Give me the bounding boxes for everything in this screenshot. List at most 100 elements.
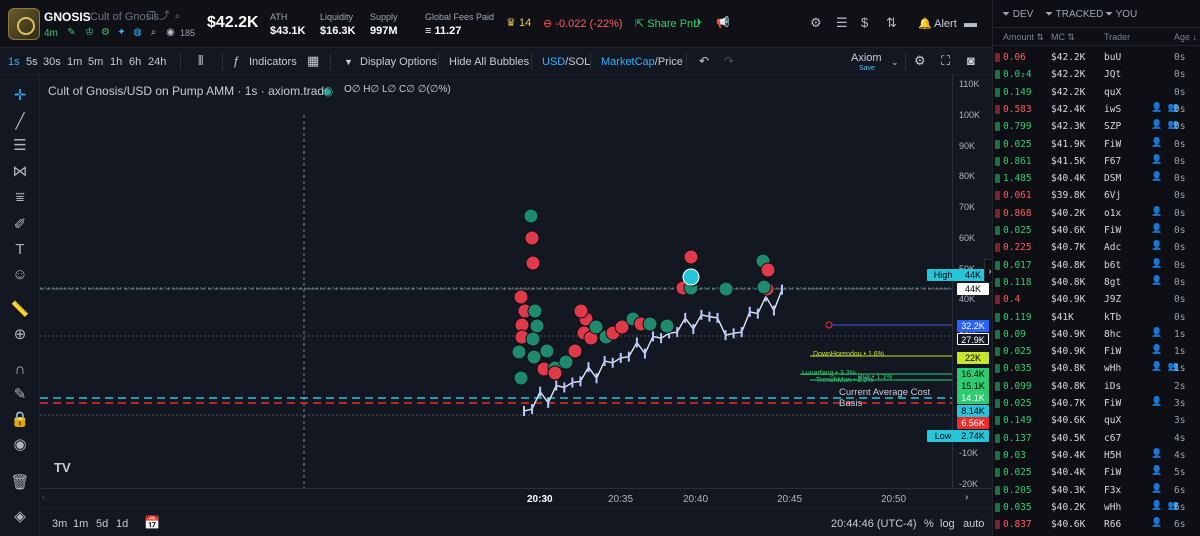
trade-row[interactable]: 0.035 $40.8K wHh 👤 👥 1s <box>993 360 1200 377</box>
trade-bubble[interactable] <box>539 343 555 359</box>
trade-bubble[interactable] <box>513 370 529 386</box>
trade-bubble[interactable] <box>588 319 604 335</box>
trade-trader[interactable]: FiW <box>1104 346 1122 358</box>
trade-bubble[interactable] <box>524 230 540 246</box>
trade-trader[interactable]: 8gt <box>1104 276 1122 288</box>
trade-row[interactable]: 0.837 $40.6K R66 👤 6s <box>993 516 1200 533</box>
dev-icon[interactable]: ✎ <box>67 27 76 38</box>
trade-row[interactable]: 0.861 $41.5K F67 👤 0s <box>993 153 1200 170</box>
timeframe-30s[interactable]: 30s <box>43 56 61 68</box>
trade-row[interactable]: 0.868 $40.2K o1x 👤 0s <box>993 205 1200 222</box>
scroll-right-icon[interactable]: › <box>965 492 969 503</box>
alert-button[interactable]: 🔔 Alert <box>918 17 957 30</box>
pitchfork-icon[interactable]: ⋈ <box>12 163 28 180</box>
trade-trader[interactable]: FiW <box>1104 467 1122 479</box>
time-axis[interactable]: ‹ 20:30 20:35 20:40 20:45 20:50 › <box>40 488 992 508</box>
trade-trader[interactable]: o1x <box>1104 207 1122 219</box>
timeframe-5m[interactable]: 5m <box>88 56 104 68</box>
tab-dev[interactable]: ⏷ DEV <box>1002 9 1033 20</box>
trade-bubble[interactable] <box>525 331 541 347</box>
camera-icon[interactable]: ◙ <box>967 53 975 68</box>
timeframe-1m[interactable]: 1m <box>67 56 83 68</box>
trade-row[interactable]: 1.485 $40.4K DSM 👤 0s <box>993 170 1200 187</box>
display-options-button[interactable]: Display Options <box>360 56 438 68</box>
share-pnl-button[interactable]: ⇱ Share PnL <box>635 17 699 30</box>
trade-row[interactable]: 0.149 $42.2K quX 0s <box>993 84 1200 101</box>
trade-row[interactable]: 0.583 $42.4K iwS 👤 👥 0s <box>993 101 1200 118</box>
trade-trader[interactable]: iwS <box>1104 103 1122 115</box>
trade-row[interactable]: 0.061 $39.8K 6Vj 0s <box>993 187 1200 204</box>
trade-bubble[interactable] <box>558 354 574 370</box>
trade-trader[interactable]: c67 <box>1104 432 1122 444</box>
trade-row[interactable]: 0.06 $42.2K buU 0s <box>993 49 1200 66</box>
trade-trader[interactable]: quX <box>1104 415 1122 427</box>
website-icon[interactable]: ◍ <box>133 27 142 38</box>
fib-icon[interactable]: ⩸ <box>15 189 25 206</box>
trade-row[interactable]: 0.035 $40.2K wHh 👤 👥 6s <box>993 499 1200 516</box>
trade-bubble[interactable] <box>526 349 542 365</box>
trash-icon[interactable]: 🗑 <box>10 474 30 491</box>
search-token-icon[interactable]: ⌕ <box>150 27 157 38</box>
trade-row[interactable]: 0.025 $41.9K FiW 👤 0s <box>993 136 1200 153</box>
trade-row[interactable]: 0.205 $40.3K F3x 👤 6s <box>993 482 1200 499</box>
trade-row[interactable]: 0.137 $40.5K c67 4s <box>993 430 1200 447</box>
trade-row[interactable]: 0.0₂4 $42.2K JQt 0s <box>993 66 1200 83</box>
trade-trader[interactable]: Adc <box>1104 242 1122 254</box>
tab-tracked[interactable]: ⏷ TRACKED <box>1045 9 1103 20</box>
emoji-icon[interactable]: ☺ <box>12 266 28 283</box>
robot-icon[interactable]: ⚙ <box>101 27 110 38</box>
tradingview-logo-icon[interactable]: TV <box>54 460 71 475</box>
col-mc[interactable]: MC ⇅ <box>1051 32 1075 43</box>
col-amount[interactable]: Amount ⇅ <box>1003 32 1044 43</box>
price-axis[interactable]: 110K100K90K80K70K60K50K40K30K20K10K0-10K… <box>927 75 992 505</box>
candles-icon[interactable]: ⫴ <box>198 53 204 68</box>
trade-trader[interactable]: wHh <box>1104 363 1122 375</box>
timeframe-24h[interactable]: 24h <box>148 56 167 68</box>
trade-bubble[interactable] <box>527 303 543 319</box>
zoom-in-icon[interactable]: ⊕ <box>13 326 27 343</box>
trade-bubble[interactable] <box>573 303 589 319</box>
order-marker[interactable] <box>825 321 833 329</box>
trade-trader[interactable]: F67 <box>1104 155 1122 167</box>
chart-settings-icon[interactable]: ⚙ <box>914 53 926 68</box>
trade-trader[interactable]: quX <box>1104 86 1122 98</box>
trade-trader[interactable]: b6t <box>1104 259 1122 271</box>
currency-icon[interactable]: $ <box>861 15 869 30</box>
magnet-icon[interactable]: ∩ <box>14 361 26 378</box>
trade-row[interactable]: 0.118 $40.8K 8gt 👤 0s <box>993 274 1200 291</box>
trade-bubble[interactable] <box>567 343 583 359</box>
range-1m[interactable]: 1m <box>73 518 89 530</box>
layout-save[interactable]: Save <box>859 65 875 72</box>
trade-bubble[interactable] <box>760 262 776 278</box>
trade-trader[interactable]: iDs <box>1104 380 1122 392</box>
share-icon[interactable]: ⤴ <box>159 11 170 22</box>
indicators-icon[interactable]: ƒ <box>233 54 240 68</box>
trade-row[interactable]: 0.025 $40.4K FiW 👤 5s <box>993 464 1200 481</box>
lock-icon[interactable]: 🔒 <box>10 411 30 428</box>
eye-icon[interactable]: ◉ <box>13 436 27 453</box>
trade-bubble[interactable] <box>529 318 545 334</box>
trade-row[interactable]: 0.225 $40.7K Adc 👤 0s <box>993 239 1200 256</box>
twitter-icon[interactable]: ✦ <box>117 27 126 38</box>
trade-trader[interactable]: FiW <box>1104 225 1122 236</box>
trade-trader[interactable]: FiW <box>1104 398 1122 409</box>
trade-bubble[interactable] <box>756 279 772 295</box>
timeframe-6h[interactable]: 6h <box>129 56 142 68</box>
trade-bubble[interactable] <box>659 318 675 334</box>
tab-you[interactable]: ⏷ YOU <box>1105 9 1137 20</box>
price-chart[interactable]: Cult of Gnosis/USD on Pump AMM · 1s · ax… <box>40 75 952 488</box>
trade-bubble[interactable] <box>642 316 658 332</box>
currency-toggle[interactable]: USD/SOL <box>542 56 590 68</box>
trade-trader[interactable]: DSM <box>1104 173 1122 185</box>
trade-bubble[interactable] <box>511 344 527 360</box>
settings-icon[interactable]: ⚙ <box>810 15 822 30</box>
range-5d[interactable]: 5d <box>96 518 109 530</box>
trade-bubble[interactable] <box>513 289 529 305</box>
trade-bubble[interactable] <box>523 208 539 224</box>
lock-drawing-icon[interactable]: ✎ <box>13 386 27 403</box>
timeframe-1s[interactable]: 1s <box>8 56 20 68</box>
percent-toggle[interactable]: % <box>924 518 934 530</box>
megaphone-icon[interactable]: 📢 <box>716 17 730 29</box>
trade-trader[interactable]: F3x <box>1104 484 1122 496</box>
auto-toggle[interactable]: auto <box>963 518 985 530</box>
